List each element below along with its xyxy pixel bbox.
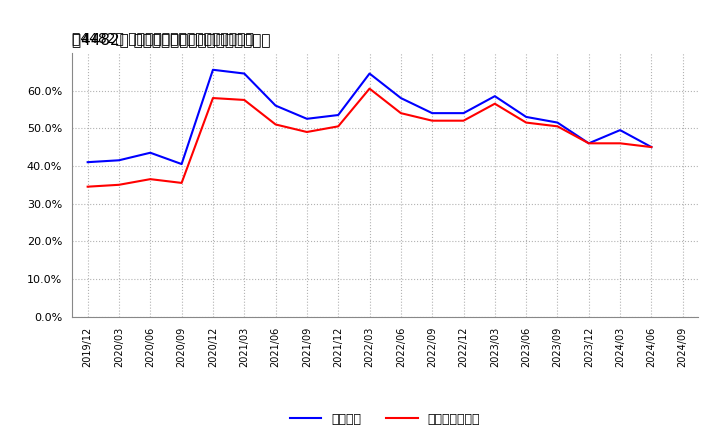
固定比率 xyxy=(522,114,531,120)
固定長期適合率 xyxy=(616,141,624,146)
固定比率 xyxy=(553,120,562,125)
固定比率 xyxy=(365,71,374,76)
固定比率 xyxy=(209,67,217,73)
固定長期適合率 xyxy=(84,184,92,189)
固定長期適合率 xyxy=(553,124,562,129)
固定長期適合率 xyxy=(428,118,436,123)
固定比率 xyxy=(114,158,123,163)
Line: 固定長期適合率: 固定長期適合率 xyxy=(88,88,652,187)
Legend: 固定比率, 固定長期適合率: 固定比率, 固定長期適合率 xyxy=(285,407,485,430)
固定比率 xyxy=(146,150,155,155)
固定比率 xyxy=(490,94,499,99)
固定比率 xyxy=(240,71,248,76)
Text: ［4482］ 固定比率、固定長期適合率の推移: ［4482］ 固定比率、固定長期適合率の推移 xyxy=(72,31,254,45)
Line: 固定比率: 固定比率 xyxy=(88,70,652,164)
固定長期適合率 xyxy=(302,129,311,135)
固定長期適合率 xyxy=(522,120,531,125)
固定長期適合率 xyxy=(240,97,248,103)
固定長期適合率 xyxy=(334,124,343,129)
固定比率 xyxy=(428,110,436,116)
固定長期適合率 xyxy=(397,110,405,116)
固定長期適合率 xyxy=(114,182,123,187)
固定比率 xyxy=(271,103,280,108)
固定長期適合率 xyxy=(459,118,468,123)
固定比率 xyxy=(647,144,656,150)
固定長期適合率 xyxy=(177,180,186,186)
固定比率 xyxy=(334,112,343,117)
固定長期適合率 xyxy=(490,101,499,106)
固定比率 xyxy=(459,110,468,116)
固定比率 xyxy=(302,116,311,121)
固定長期適合率 xyxy=(209,95,217,101)
固定長期適合率 xyxy=(365,86,374,91)
Text: ［4482］ 固定比率、固定長期適合率の推移: ［4482］ 固定比率、固定長期適合率の推移 xyxy=(72,33,271,48)
固定長期適合率 xyxy=(647,144,656,150)
固定比率 xyxy=(585,141,593,146)
固定比率 xyxy=(616,128,624,133)
固定長期適合率 xyxy=(585,141,593,146)
固定長期適合率 xyxy=(146,176,155,182)
固定長期適合率 xyxy=(271,122,280,127)
固定比率 xyxy=(397,95,405,101)
固定比率 xyxy=(84,160,92,165)
固定比率 xyxy=(177,161,186,167)
